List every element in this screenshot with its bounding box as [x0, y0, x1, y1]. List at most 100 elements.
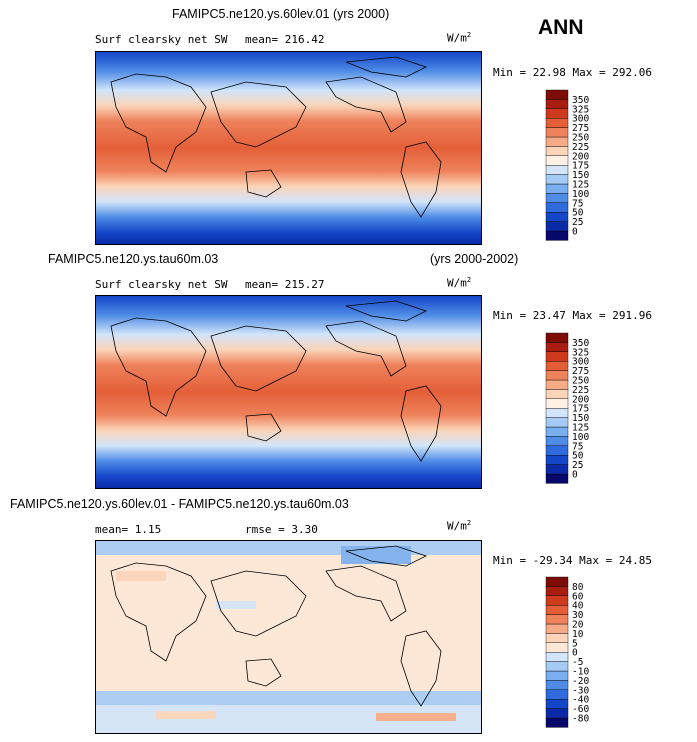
panel-3-title: FAMIPC5.ne120.ys.60lev.01 - FAMIPC5.ne12… [10, 497, 349, 511]
colorbar-label: 250 [572, 133, 589, 144]
colorbar-swatch [545, 174, 569, 185]
colorbar-label: -5 [572, 657, 583, 668]
colorbar-swatch [545, 586, 569, 596]
colorbar-label: 25 [572, 217, 583, 228]
panel-3-minmax: Min = -29.34 Max = 24.85 [493, 554, 652, 567]
panel-3-rmse: rmse = 3.30 [245, 523, 318, 536]
panel-1-title: FAMIPC5.ne120.ys.60lev.01 (yrs 2000) [172, 7, 390, 21]
colorbar-swatch [545, 473, 569, 484]
colorbar-swatch [545, 464, 569, 475]
colorbar-swatch [545, 118, 569, 128]
colorbar-label: 0 [572, 648, 578, 659]
panel-1-subtitle: Surf clearsky net SW [95, 33, 228, 46]
colorbar-label: 150 [572, 170, 589, 181]
colorbar-label: 175 [572, 404, 589, 415]
colorbar-label: 20 [572, 620, 584, 631]
colorbar-swatch [545, 698, 569, 709]
colorbar-label: 350 [572, 338, 589, 349]
panel-3-map [95, 540, 482, 734]
colorbar-label: 300 [572, 114, 589, 125]
colorbar-label: 100 [572, 432, 589, 443]
panel-2-subtitle: Surf clearsky net SW [95, 278, 228, 291]
colorbar-label: 225 [572, 142, 589, 153]
colorbar-swatch [545, 202, 569, 213]
panel-3-colorbar: -80 -60 -40 -30 -20 -10 -5 0 5 10 20 30 40 60 80 [545, 576, 616, 729]
colorbar-label: 200 [572, 151, 589, 162]
panel-2-years: (yrs 2000-2002) [430, 252, 519, 266]
page-title: ANN [538, 16, 584, 39]
panel-2-minmax: Min = 23.47 Max = 291.96 [493, 309, 652, 322]
colorbar-label: 50 [572, 208, 584, 219]
colorbar-label: 125 [572, 423, 589, 434]
colorbar-swatch [545, 155, 569, 166]
colorbar-swatch [545, 595, 569, 606]
colorbar-label: 125 [572, 180, 589, 191]
colorbar-label: 75 [572, 441, 583, 452]
colorbar-swatch [545, 689, 569, 700]
colorbar-swatch [545, 89, 569, 100]
colorbar-swatch [545, 708, 569, 719]
colorbar-label: 40 [572, 601, 584, 612]
colorbar-swatch [545, 717, 569, 728]
panel-3-mean: mean= 1.15 [95, 523, 162, 536]
colorbar-label: 250 [572, 376, 589, 387]
colorbar-swatch [545, 146, 569, 157]
panel-2-mean: mean= 215.27 [245, 278, 325, 291]
colorbar-label: 300 [572, 357, 589, 368]
colorbar-swatch [545, 164, 569, 175]
panel-2-map [95, 295, 482, 489]
colorbar-swatch [545, 407, 569, 418]
colorbar-label: 0 [572, 227, 578, 238]
colorbar-label: -40 [572, 695, 589, 706]
colorbar-label: 5 [572, 638, 578, 649]
colorbar-swatch [545, 99, 569, 109]
colorbar-swatch [545, 680, 569, 691]
colorbar-swatch [545, 389, 569, 400]
colorbar-swatch [545, 342, 569, 352]
colorbar-label: 30 [572, 610, 584, 621]
colorbar-swatch [545, 623, 569, 634]
panel-3-units: W/m2 [447, 519, 472, 533]
colorbar-label: 60 [572, 591, 584, 602]
colorbar-swatch [545, 605, 569, 615]
colorbar-label: -80 [572, 714, 589, 725]
panel-1-colorbar: 0 25 50 75 100 125 150 175 200 225 250 275 300 325 350 [545, 89, 616, 242]
colorbar-label: -20 [572, 676, 589, 687]
colorbar-swatch [545, 633, 569, 644]
colorbar-swatch [545, 651, 569, 662]
colorbar-swatch [545, 332, 569, 343]
colorbar-swatch [545, 193, 569, 204]
colorbar-swatch [545, 436, 569, 447]
colorbar-label: 225 [572, 385, 589, 396]
colorbar-swatch [545, 426, 569, 437]
colorbar-label: 0 [572, 470, 578, 481]
colorbar-swatch [545, 379, 569, 390]
panel-2-title: FAMIPC5.ne120.ys.tau60m.03 [48, 252, 219, 266]
panel-2-units: W/m2 [447, 276, 472, 290]
colorbar-label: 175 [572, 161, 589, 172]
colorbar-swatch [545, 136, 569, 147]
colorbar-swatch [545, 370, 569, 381]
colorbar-swatch [545, 445, 569, 456]
colorbar-swatch [545, 642, 569, 653]
colorbar-swatch [545, 670, 569, 681]
panel-1-map [95, 51, 482, 245]
panel-1-mean: mean= 216.42 [245, 33, 325, 46]
colorbar-label: -30 [572, 685, 589, 696]
colorbar-swatch [545, 221, 569, 232]
colorbar-label: 100 [572, 189, 589, 200]
colorbar-swatch [545, 127, 569, 138]
colorbar-label: -10 [572, 667, 589, 678]
colorbar-label: 25 [572, 460, 583, 471]
colorbar-swatch [545, 417, 569, 428]
colorbar-swatch [545, 454, 569, 465]
colorbar-label: 75 [572, 198, 583, 209]
panel-2-colorbar: 0 25 50 75 100 125 150 175 200 225 250 275 300 325 350 [545, 332, 616, 485]
colorbar-label: 150 [572, 413, 589, 424]
colorbar-swatch [545, 576, 569, 587]
colorbar-swatch [545, 211, 569, 222]
colorbar-swatch [545, 614, 569, 625]
colorbar-swatch [545, 361, 569, 371]
colorbar-swatch [545, 398, 569, 409]
colorbar-label: 325 [572, 104, 589, 115]
